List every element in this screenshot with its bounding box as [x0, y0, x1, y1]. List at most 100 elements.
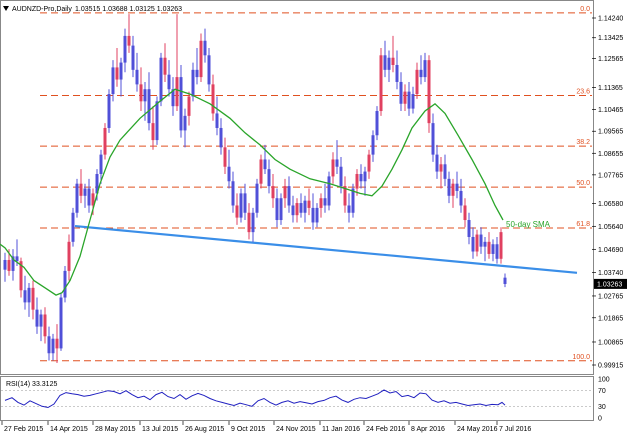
- candle-body: [431, 123, 435, 155]
- rsi-line: [4, 389, 506, 409]
- candle-body: [219, 127, 223, 148]
- candle-body: [99, 154, 103, 174]
- y-tick-label: 1.02765: [598, 293, 623, 300]
- candle-body: [419, 69, 423, 78]
- candle-body: [319, 198, 323, 208]
- candle-body: [83, 188, 87, 196]
- candle-body: [379, 55, 383, 112]
- x-tick-label: 27 Feb 2015: [4, 426, 43, 433]
- sma-line: [0, 88, 504, 296]
- candle-body: [335, 159, 339, 167]
- x-tick-label: 24 Feb 2016: [366, 426, 405, 433]
- main-panel-frame: [0, 0, 594, 375]
- fib-label: 0.0: [580, 6, 590, 13]
- candle-body: [331, 159, 335, 177]
- x-tick-label: 11 Jan 2016: [322, 426, 360, 433]
- candle-body: [471, 236, 475, 252]
- fib-label: 61.8: [576, 221, 590, 228]
- candle-body: [399, 81, 403, 104]
- candle-body: [179, 77, 183, 131]
- rsi-panel-frame: [0, 376, 594, 421]
- candle-body: [475, 234, 479, 252]
- candle-body: [115, 67, 119, 80]
- candle-body: [503, 277, 507, 284]
- candle-body: [295, 203, 299, 216]
- candle-body: [375, 111, 379, 136]
- candle-body: [495, 244, 499, 259]
- candle-body: [163, 57, 167, 75]
- candle-body: [35, 309, 39, 327]
- candle-body: [287, 186, 291, 206]
- candle-body: [499, 232, 503, 259]
- candle-body: [95, 173, 99, 194]
- candle-body: [231, 181, 235, 206]
- candle-body: [371, 135, 375, 155]
- candle-body: [131, 45, 135, 70]
- candle-body: [3, 259, 7, 270]
- candle-body: [183, 115, 187, 131]
- x-tick-label: 26 Aug 2015: [185, 426, 224, 433]
- candle-body: [491, 244, 495, 254]
- candle-body: [279, 198, 283, 221]
- candle-body: [427, 60, 431, 124]
- candle-body: [91, 193, 95, 206]
- y-tick-label: 1.13425: [598, 35, 623, 42]
- candle-body: [227, 166, 231, 182]
- fib-label: 50.0: [576, 180, 590, 187]
- candle-body: [139, 84, 143, 102]
- candle-body: [55, 338, 59, 349]
- collapse-arrow-icon[interactable]: [3, 6, 9, 11]
- candles-layer: [3, 14, 507, 363]
- candle-body: [191, 69, 195, 97]
- candle-body: [263, 159, 267, 170]
- y-axis: 1.14240 1.13425 1.12565 1.11365 1.10465 1.095…: [592, 16, 627, 370]
- candle-body: [387, 57, 391, 70]
- candle-body: [303, 200, 307, 213]
- candle-body: [299, 203, 303, 213]
- rsi-label: RSI(14) 33.3125: [6, 381, 57, 388]
- x-tick-label: 7 Jul 2016: [499, 426, 531, 433]
- rsi-level-label: 70: [598, 388, 606, 395]
- candle-body: [211, 84, 215, 114]
- support-trendline: [74, 224, 578, 274]
- candle-body: [75, 183, 79, 213]
- candle-body: [391, 57, 395, 65]
- candle-body: [367, 154, 371, 172]
- y-tick-label: 1.01865: [598, 315, 623, 322]
- candle-body: [447, 178, 451, 196]
- candle-body: [15, 256, 19, 262]
- candle-body: [59, 297, 63, 349]
- y-tick-label: 1.08655: [598, 151, 623, 158]
- candle-body: [255, 183, 259, 213]
- candle-body: [463, 205, 467, 221]
- candle-body: [207, 55, 211, 85]
- candle-body: [363, 171, 367, 182]
- candle-body: [451, 183, 455, 196]
- candle-body: [223, 147, 227, 167]
- x-tick-label: 24 May 2016: [457, 426, 498, 433]
- candle-body: [343, 186, 347, 206]
- ohlc-values: 1.03515 1.03688 1.03125 1.03263: [75, 6, 182, 13]
- candle-body: [159, 57, 163, 102]
- candle-body: [187, 96, 191, 116]
- candle-body: [171, 89, 175, 107]
- rsi-level-label: 30: [598, 404, 606, 411]
- fib-label: 100.0: [572, 354, 590, 361]
- y-tick-label: 0.99915: [598, 363, 623, 370]
- candle-body: [443, 164, 447, 179]
- candle-body: [119, 62, 123, 80]
- y-tick-label: 1.07765: [598, 172, 623, 179]
- candle-body: [23, 290, 27, 303]
- candle-body: [127, 35, 131, 46]
- candle-body: [51, 338, 55, 354]
- candle-body: [283, 186, 287, 199]
- candle-body: [195, 69, 199, 78]
- candle-body: [487, 241, 491, 254]
- candle-body: [359, 173, 363, 182]
- candle-body: [291, 205, 295, 216]
- candle-body: [107, 94, 111, 128]
- y-tick-label: 1.05640: [598, 224, 623, 231]
- trendline-layer: [74, 224, 578, 274]
- rsi-level-label: 0: [598, 416, 602, 423]
- candle-body: [243, 193, 247, 213]
